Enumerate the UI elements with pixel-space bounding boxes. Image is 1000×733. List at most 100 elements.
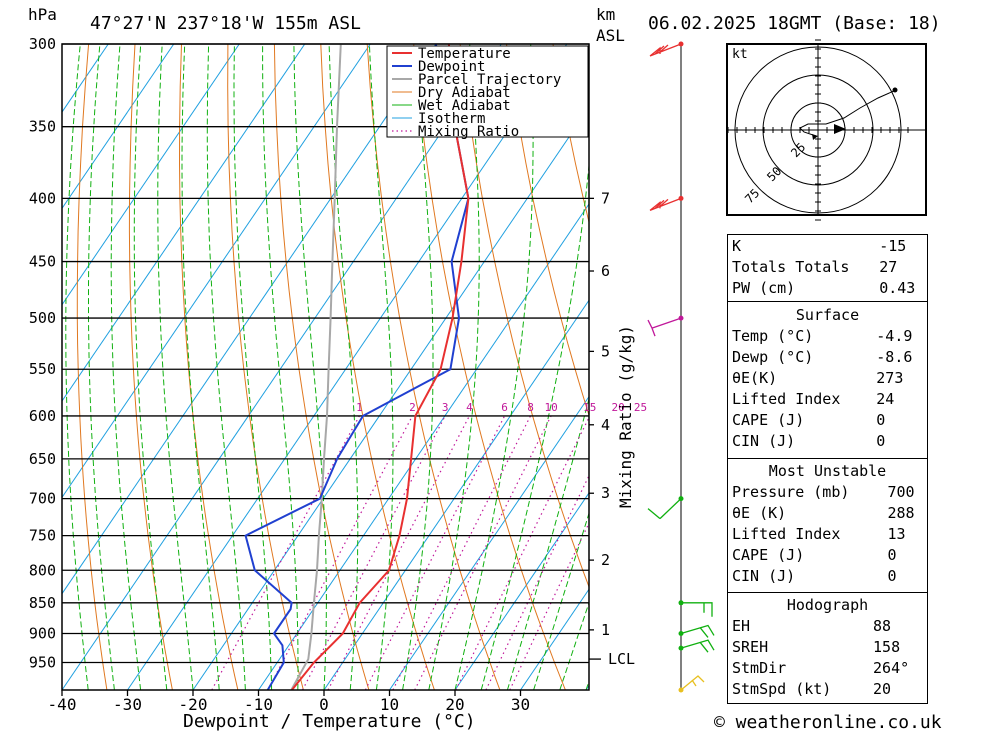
hodograph: kt 25 50 75 xyxy=(726,39,927,221)
isotherm-line xyxy=(62,44,371,499)
wet-adiabat-line xyxy=(480,160,589,690)
k-index-label: K xyxy=(732,237,742,255)
mixing-ratio-label: 25 xyxy=(634,401,647,414)
pressure-tick-label: 400 xyxy=(29,189,56,207)
wet-adiabat-line xyxy=(181,44,220,690)
dry-adiabat-line xyxy=(971,44,1000,690)
pw-label: PW (cm) xyxy=(732,279,796,297)
x-tick-label: 0 xyxy=(319,695,329,714)
wind-barb xyxy=(647,317,682,337)
surface-li-value: 24 xyxy=(876,390,895,408)
x-tick-label: -30 xyxy=(113,695,142,714)
eh-label: EH xyxy=(732,617,751,635)
legend: Temperature Dewpoint Parcel Trajectory D… xyxy=(386,45,589,140)
wind-barb xyxy=(649,197,682,211)
totals-totals-value: 27 xyxy=(879,258,898,276)
mixing-ratio-axis-title: Mixing Ratio (g/kg) xyxy=(616,325,635,508)
x-tick-label: -40 xyxy=(48,695,77,714)
dry-adiabat-line xyxy=(925,44,1000,690)
pressure-tick-label: 600 xyxy=(29,407,56,425)
hodograph-params-title: Hodograph xyxy=(786,596,869,614)
surface-title: Surface xyxy=(795,306,860,324)
mu-cin-label: CIN (J) xyxy=(732,567,796,585)
surface-cape-value: 0 xyxy=(876,411,886,429)
legend-dewpoint: Dewpoint xyxy=(418,59,485,75)
km-tick-label: 2 xyxy=(601,551,610,569)
surface-li-label: Lifted Index xyxy=(732,390,841,408)
mixing-ratio-line xyxy=(267,415,413,690)
km-tick-label: 1 xyxy=(601,621,610,639)
isotherm-line xyxy=(258,203,589,690)
isotherm-line xyxy=(62,44,502,690)
storm-speed-label: StmSpd (kt) xyxy=(732,680,832,698)
wet-adiabat-line xyxy=(262,44,299,690)
pressure-tick-label: 850 xyxy=(29,594,56,612)
isotherm-line xyxy=(192,106,589,690)
isotherm-line xyxy=(389,395,589,690)
legend-dry-adiabat: Dry Adiabat xyxy=(418,85,511,101)
datetime-title: 06.02.2025 18GMT (Base: 18) xyxy=(648,13,941,34)
hodograph-trace xyxy=(799,89,897,137)
mixing-ratio-line xyxy=(364,415,506,690)
wet-adiabat-line xyxy=(110,44,142,690)
mu-theta-label: θE (K) xyxy=(732,504,787,522)
dry-adiabat-line xyxy=(506,44,589,417)
surface-theta-label: θE(K) xyxy=(732,369,778,387)
surface-cin-value: 0 xyxy=(876,432,886,450)
dry-adiabat-line xyxy=(459,44,589,589)
km-tick-label: 5 xyxy=(601,342,610,360)
wet-adiabat-line xyxy=(293,44,327,690)
hodograph-unit: kt xyxy=(732,47,748,62)
km-tick-label: 6 xyxy=(601,262,610,280)
sreh-label: SREH xyxy=(732,638,769,656)
hpa-unit-label: hPa xyxy=(28,5,57,24)
wet-adiabat-line xyxy=(65,44,89,690)
surface-theta-value: 273 xyxy=(876,369,904,387)
eh-value: 88 xyxy=(873,617,892,635)
dry-adiabat-line xyxy=(76,44,108,690)
wet-adiabat-line xyxy=(157,44,194,690)
storm-dir-value: 264° xyxy=(873,659,910,677)
pressure-tick-label: 550 xyxy=(29,360,56,378)
pressure-tick-label: 500 xyxy=(29,309,56,327)
pressure-tick-label: 800 xyxy=(29,561,56,579)
lcl-label: LCL xyxy=(608,650,635,668)
mu-cape-value: 0 xyxy=(887,546,897,564)
mixing-ratio-line xyxy=(485,474,589,690)
x-tick-label: -10 xyxy=(244,695,273,714)
km-tick-label: 7 xyxy=(601,189,610,207)
legend-temperature: Temperature xyxy=(418,46,511,62)
wind-barb xyxy=(680,624,715,638)
pressure-tick-label: 750 xyxy=(29,527,56,545)
hodograph-params-box: Hodograph EH 88 SREH 158 StmDir 264° StmSpd… xyxy=(727,592,928,704)
mixing-ratio-label: 8 xyxy=(527,401,534,414)
wind-barb xyxy=(680,639,715,653)
mixing-ratio-line xyxy=(414,415,552,690)
wet-adiabat-line xyxy=(233,44,273,690)
surface-cin-label: CIN (J) xyxy=(732,432,796,450)
x-tick-label: -20 xyxy=(179,695,208,714)
wet-adiabat-line xyxy=(428,44,480,690)
mu-theta-value: 288 xyxy=(887,504,915,522)
asl-unit-label: ASL xyxy=(596,26,625,45)
hodograph-end-dot xyxy=(892,87,898,93)
wet-adiabat-line xyxy=(206,44,246,690)
indices-box: K -15 Totals Totals 27 PW (cm) 0.43 xyxy=(727,234,928,302)
x-tick-label: 10 xyxy=(380,695,399,714)
isotherm-line xyxy=(323,299,589,690)
mixing-ratio-line xyxy=(509,521,589,690)
isotherm-line xyxy=(62,44,240,306)
wet-adiabat-line xyxy=(88,44,115,690)
surface-temp-label: Temp (°C) xyxy=(732,327,814,345)
x-axis-title: Dewpoint / Temperature (°C) xyxy=(183,711,476,732)
pressure-tick-label: 700 xyxy=(29,490,56,508)
isotherm-line xyxy=(454,492,589,690)
mixing-ratio-line xyxy=(301,415,446,690)
surface-dewp-value: -8.6 xyxy=(876,348,913,366)
wind-barb xyxy=(681,602,713,617)
mixing-ratio-line xyxy=(455,416,589,690)
km-unit-label: km xyxy=(596,5,615,24)
pressure-tick-label: 350 xyxy=(29,118,56,136)
isotherm-line xyxy=(62,44,437,595)
isotherm-line xyxy=(127,44,568,690)
